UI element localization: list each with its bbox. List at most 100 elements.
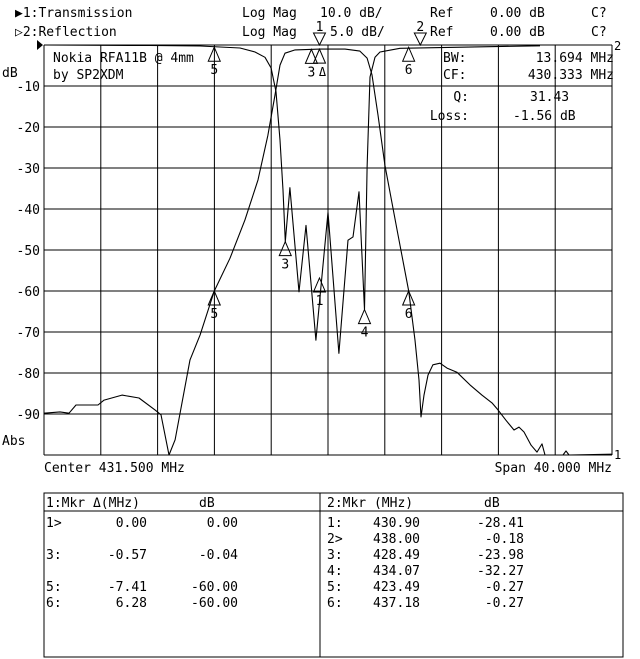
trace1-marker-5[interactable]: 5 — [207, 289, 222, 322]
trace2-marker-3[interactable]: 3 — [278, 240, 293, 273]
marker-table-row: 5: 423.49 -0.27 — [327, 580, 524, 595]
y-tick-label: -90 — [17, 408, 40, 423]
marker-frequency: -0.57 — [108, 548, 147, 563]
marker-label: 1 — [316, 294, 324, 309]
trace1-marker-6[interactable]: 6 — [401, 289, 416, 322]
marker-triangle-icon[interactable] — [207, 289, 222, 306]
marker-id: 4: — [327, 564, 343, 579]
marker-id: 5: — [327, 580, 343, 595]
y-tick-label: -80 — [17, 367, 40, 382]
marker-id: 3: — [46, 548, 62, 563]
trace2-marker-6[interactable]: 6 — [401, 45, 416, 78]
trace2-label[interactable]: ▷2:Reflection — [15, 25, 117, 40]
trace2-marker-1[interactable]: 1 — [312, 276, 327, 309]
center-frequency[interactable]: Center 431.500 MHz — [44, 461, 185, 476]
marker-triangle-icon[interactable] — [401, 289, 416, 306]
active-marker-icon[interactable] — [312, 32, 327, 47]
trace1-format: Log Mag — [242, 6, 297, 21]
trace-2-end-label: 2 — [614, 39, 621, 53]
active-marker-label: 2 — [416, 20, 424, 35]
marker-label: 3 — [307, 65, 315, 80]
right-table-title: 2:Mkr (MHz) — [327, 496, 413, 511]
loss-value: -1.56 dB — [513, 109, 576, 124]
marker-table-row: 2> 438.00 -0.18 — [327, 532, 524, 547]
marker-table-row: 1: 430.90 -28.41 — [327, 516, 524, 531]
marker-table-row: 6: 437.18 -0.27 — [327, 596, 524, 611]
marker-value: 0.00 — [207, 516, 238, 531]
marker-id: 5: — [46, 580, 62, 595]
marker-value: -0.27 — [485, 580, 524, 595]
y-tick-label: -20 — [17, 121, 40, 136]
trace2-header[interactable]: ▷2:Reflection Log Mag 5.0 dB/ Ref 0.00 d… — [15, 25, 607, 40]
marker-triangle-icon[interactable] — [278, 240, 293, 257]
marker-triangle-icon[interactable] — [304, 48, 319, 64]
marker-value: -0.04 — [199, 548, 238, 563]
marker-value: -0.18 — [485, 532, 524, 547]
y-tick-label: -10 — [17, 80, 40, 95]
active-marker-label: 1 — [316, 20, 324, 35]
marker-triangle-icon[interactable] — [207, 45, 222, 62]
y-tick-label: -40 — [17, 203, 40, 218]
marker-table: 1:Mkr Δ(MHz) dB 2:Mkr (MHz) dB 1> 0.00 0.0… — [43, 492, 624, 658]
trace1-ref-value: 0.00 dB — [490, 6, 545, 21]
reference-marker-symbol: Δ — [319, 65, 327, 79]
marker-table-row: 4: 434.07 -32.27 — [327, 564, 524, 579]
marker-table-row: 3: 428.49 -23.98 — [327, 548, 524, 563]
marker-table-row: 1> 0.00 0.00 — [46, 516, 238, 531]
marker-frequency: 430.90 — [373, 516, 420, 531]
y-axis-unit: dB — [2, 66, 18, 81]
q-label: Q: — [453, 90, 469, 105]
marker-frequency: 6.28 — [116, 596, 147, 611]
trace2-marker-5[interactable]: 5 — [207, 45, 222, 78]
annotation-line2: by SP2XDM — [53, 68, 124, 83]
trace1-label[interactable]: ▶1:Transmission — [15, 6, 132, 21]
marker-triangle-icon[interactable] — [357, 308, 372, 325]
marker-label: 5 — [210, 63, 218, 78]
marker-value: -32.27 — [477, 564, 524, 579]
marker-frequency: 438.00 — [373, 532, 420, 547]
trace2-status: C? — [591, 25, 607, 40]
trace1-scale: 10.0 dB/ — [320, 6, 383, 21]
trace1-header[interactable]: ▶1:Transmission Log Mag 10.0 dB/ Ref 0.0… — [15, 6, 607, 21]
marker-id: 1> — [46, 516, 62, 531]
trace-1-line — [43, 48, 613, 456]
y-tick-label: -50 — [17, 244, 40, 259]
y-tick-label: -60 — [17, 285, 40, 300]
trace2-format: Log Mag — [242, 25, 297, 40]
span-frequency[interactable]: Span 40.000 MHz — [495, 461, 612, 476]
scale-mode-label: Abs — [2, 434, 25, 449]
marker-table-row: 3: -0.57 -0.04 — [46, 548, 238, 563]
trace1-reference-marker[interactable]: Δ — [312, 47, 327, 79]
marker-id: 6: — [46, 596, 62, 611]
left-table-title: 1:Mkr Δ(MHz) — [46, 496, 140, 511]
marker-triangle-icon[interactable] — [312, 276, 327, 293]
traces: 12 — [43, 39, 621, 462]
y-tick-label: -70 — [17, 326, 40, 341]
marker-table-row: 5: -7.41 -60.00 — [46, 580, 238, 595]
marker-id: 3: — [327, 548, 343, 563]
marker-frequency: 437.18 — [373, 596, 420, 611]
y-tick-labels: -10 -20 -30 -40 -50 -60 -70 -80 -90 — [17, 80, 40, 423]
filter-stats: BW: 13.694 MHz CF: 430.333 MHz Q: 31.43 … — [430, 51, 614, 124]
marker-frequency: 428.49 — [373, 548, 420, 563]
loss-label: Loss: — [430, 109, 469, 124]
trace2-marker-2[interactable]: 2 — [413, 20, 428, 47]
marker-triangle-icon[interactable] — [401, 45, 416, 62]
trace2-ref-label: Ref — [430, 25, 453, 40]
trace1-marker-1[interactable]: 1 — [312, 20, 327, 47]
annotation-line1: Nokia RFA11B @ 4mm — [53, 51, 194, 66]
active-marker-icon[interactable] — [413, 32, 428, 47]
trace1-status: C? — [591, 6, 607, 21]
marker-label: 3 — [281, 258, 289, 273]
graticule — [43, 44, 613, 456]
trace2-marker-4[interactable]: 4 — [357, 308, 372, 341]
bw-label: BW: — [443, 51, 466, 66]
right-table-unit: dB — [484, 496, 500, 511]
reference-marker-triangle-icon[interactable] — [312, 47, 327, 64]
trace1-marker-3[interactable]: 3 — [304, 48, 319, 80]
trace2-scale: 5.0 dB/ — [330, 25, 385, 40]
bw-value: 13.694 MHz — [536, 51, 614, 66]
marker-table-rows: 1> 0.00 0.00 3: -0.57 -0.04 5: -7.41 -60.00 6: 6.2… — [46, 516, 524, 611]
